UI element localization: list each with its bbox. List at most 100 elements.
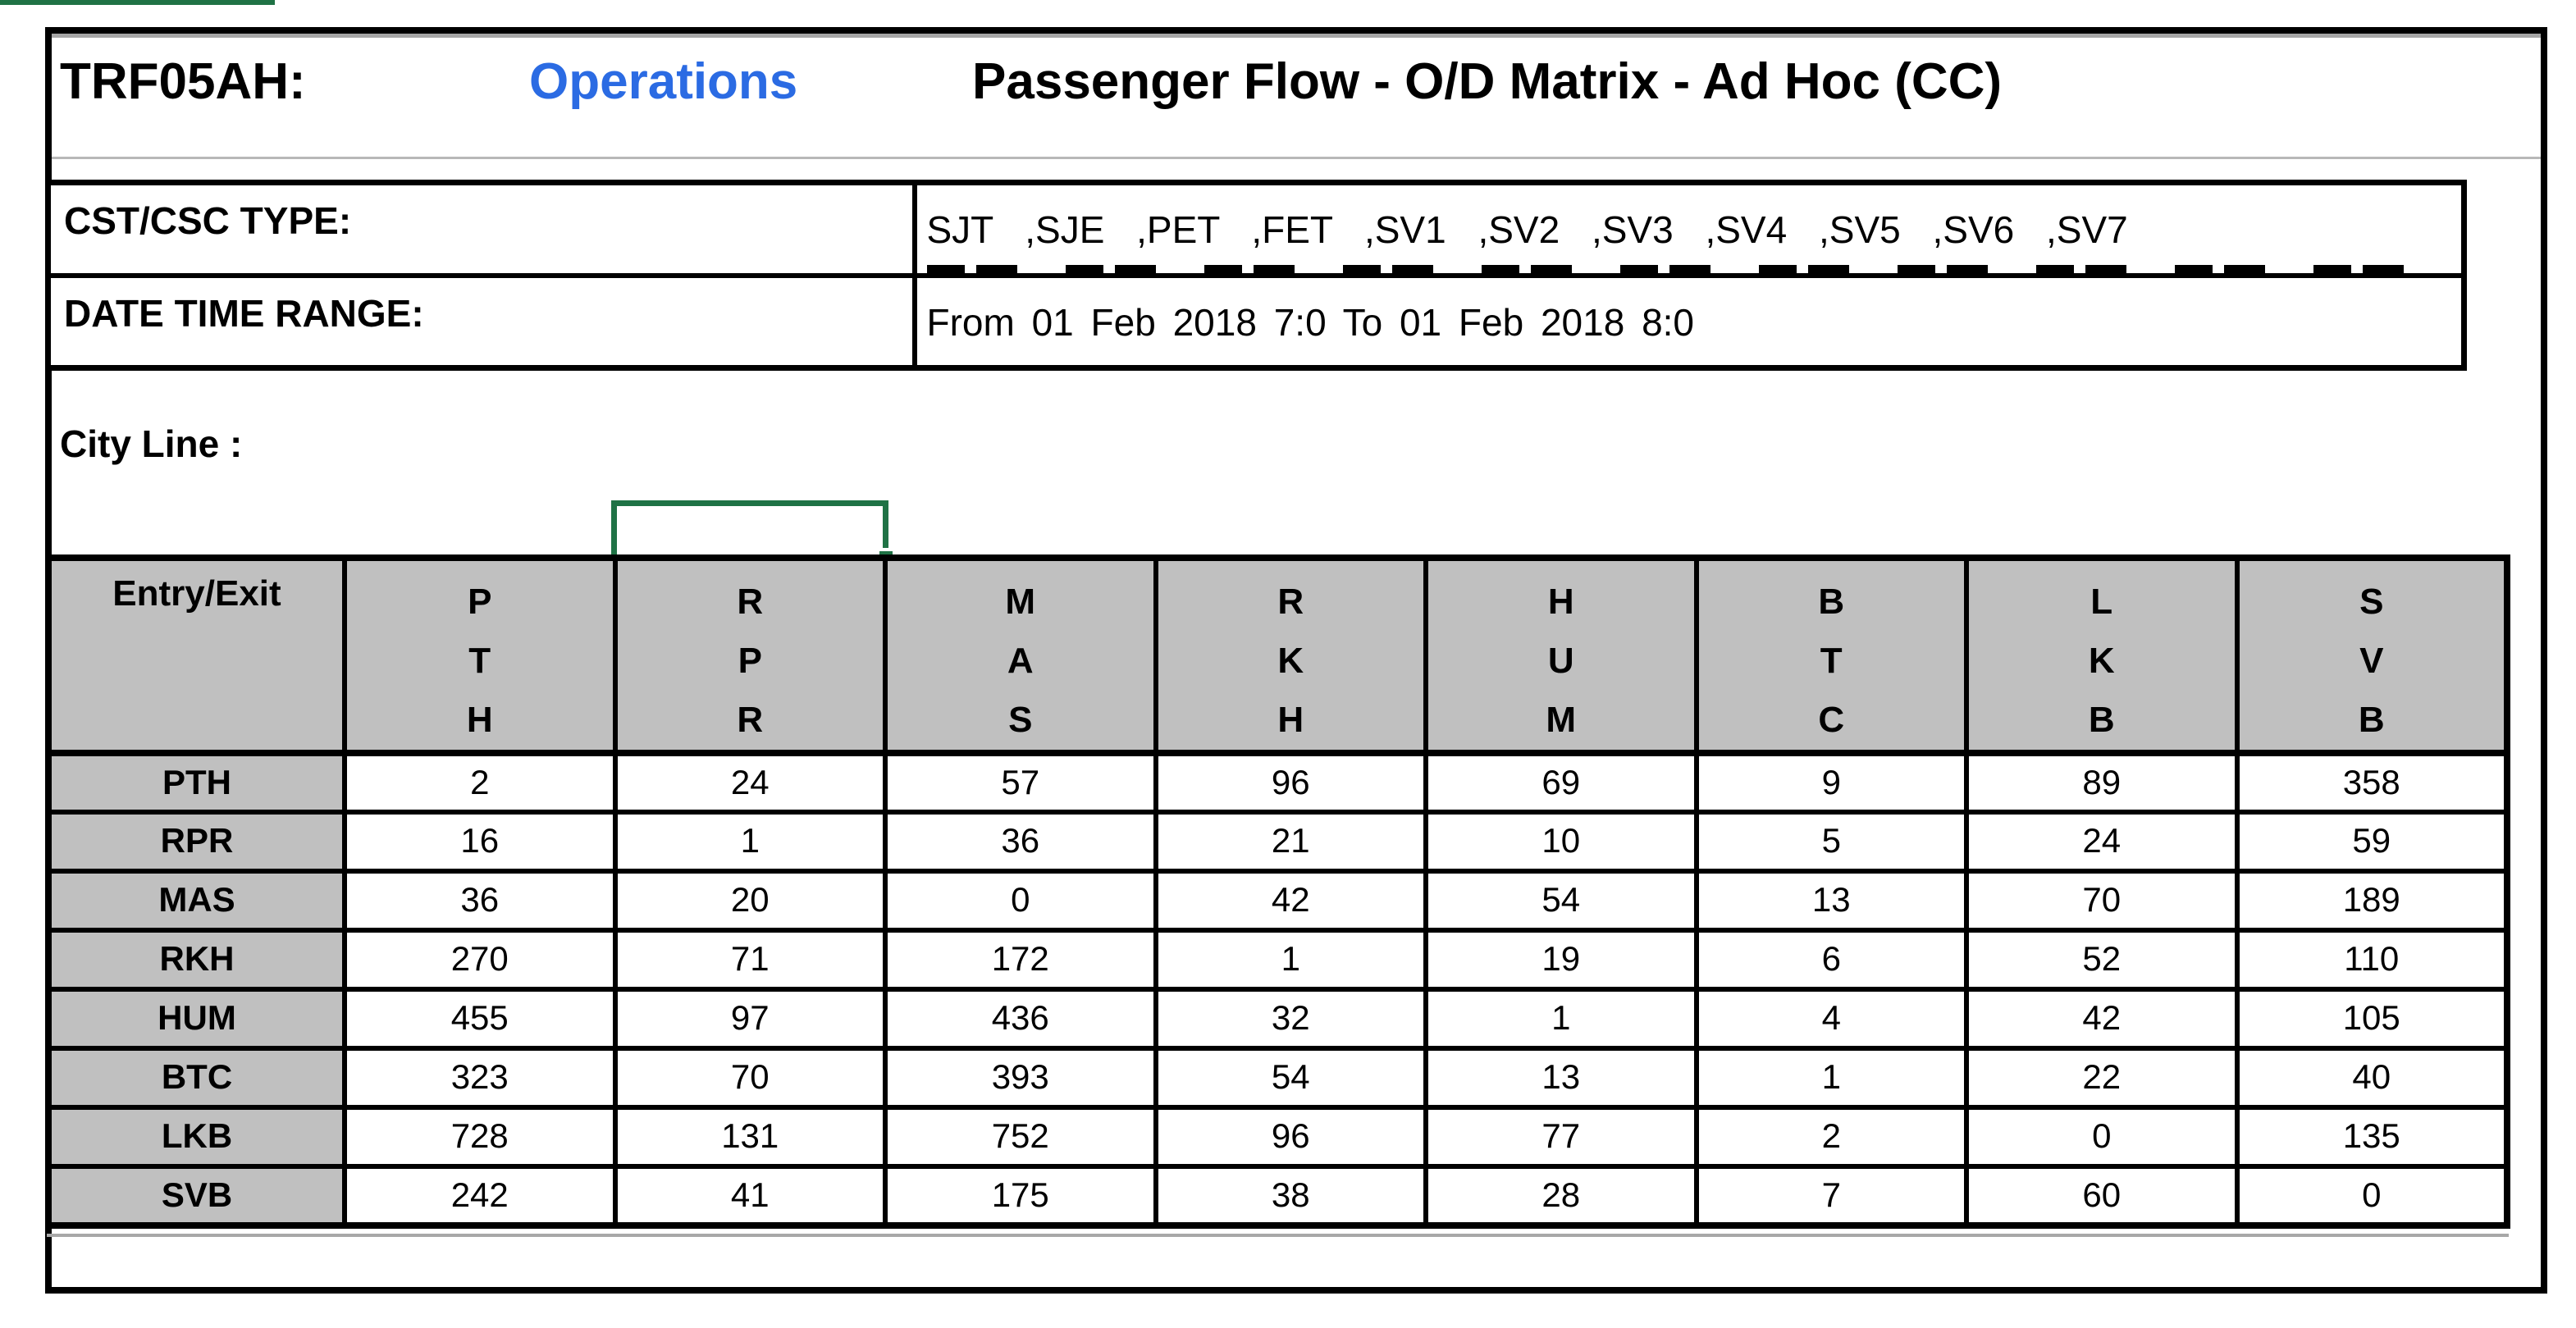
cell-lkb-btc[interactable]: 2 — [1693, 1105, 1969, 1169]
report-code: TRF05AH: — [60, 53, 306, 110]
cell-rkh-rkh[interactable]: 1 — [1153, 928, 1428, 992]
cell-mas-mas[interactable]: 0 — [883, 869, 1158, 933]
cell-mas-pth[interactable]: 36 — [342, 869, 618, 933]
cell-rkh-lkb[interactable]: 52 — [1964, 928, 2240, 992]
row-header-lkb[interactable]: LKB — [46, 1105, 347, 1169]
column-header-rkh[interactable]: R K H — [1153, 555, 1428, 756]
title-gridline — [52, 157, 2541, 159]
active-cell-selection[interactable] — [611, 500, 896, 568]
cell-lkb-pth[interactable]: 728 — [342, 1105, 618, 1169]
column-header-pth[interactable]: P T H — [342, 555, 618, 756]
date-time-range-value-cell[interactable]: From 01 Feb 2018 7:0 To 01 Feb 2018 8:0 — [911, 272, 2467, 371]
row-header-pth[interactable]: PTH — [46, 751, 347, 815]
cell-pth-btc[interactable]: 9 — [1693, 751, 1969, 815]
cst-csc-type-label-cell[interactable]: CST/CSC TYPE: — [45, 180, 917, 278]
cell-btc-mas[interactable]: 393 — [883, 1046, 1158, 1110]
cell-btc-rpr[interactable]: 70 — [612, 1046, 888, 1110]
cell-pth-rpr[interactable]: 24 — [612, 751, 888, 815]
cell-hum-svb[interactable]: 105 — [2234, 987, 2510, 1051]
cell-rkh-svb[interactable]: 110 — [2234, 928, 2510, 992]
matrix-row-lkb: LKB 728 131 752 96 77 2 0 135 — [46, 1105, 2510, 1169]
cell-rpr-svb[interactable]: 59 — [2234, 810, 2510, 874]
cell-lkb-rkh[interactable]: 96 — [1153, 1105, 1428, 1169]
cell-rkh-hum[interactable]: 19 — [1423, 928, 1699, 992]
column-header-lkb[interactable]: L K B — [1964, 555, 2240, 756]
cell-pth-lkb[interactable]: 89 — [1964, 751, 2240, 815]
cell-svb-mas[interactable]: 175 — [883, 1164, 1158, 1228]
cell-svb-rkh[interactable]: 38 — [1153, 1164, 1428, 1228]
cell-rpr-rkh[interactable]: 21 — [1153, 810, 1428, 874]
matrix-row-rkh: RKH 270 71 172 1 19 6 52 110 — [46, 928, 2510, 992]
cell-rpr-btc[interactable]: 5 — [1693, 810, 1969, 874]
cell-btc-btc[interactable]: 1 — [1693, 1046, 1969, 1110]
cell-lkb-hum[interactable]: 77 — [1423, 1105, 1699, 1169]
cell-svb-btc[interactable]: 7 — [1693, 1164, 1969, 1228]
table-bottom-shadow — [47, 1234, 2509, 1237]
cell-hum-btc[interactable]: 4 — [1693, 987, 1969, 1051]
cell-svb-svb[interactable]: 0 — [2234, 1164, 2510, 1228]
cell-lkb-mas[interactable]: 752 — [883, 1105, 1158, 1169]
cst-csc-type-value-cell[interactable]: SJT ,SJE ,PET ,FET ,SV1 ,SV2 ,SV3 ,SV4 ,… — [911, 180, 2467, 278]
row-header-rkh[interactable]: RKH — [46, 928, 347, 992]
cell-rpr-mas[interactable]: 36 — [883, 810, 1158, 874]
cell-mas-svb[interactable]: 189 — [2234, 869, 2510, 933]
cell-btc-lkb[interactable]: 22 — [1964, 1046, 2240, 1110]
column-header-mas[interactable]: M A S — [883, 555, 1158, 756]
cell-rkh-btc[interactable]: 6 — [1693, 928, 1969, 992]
column-header-svb[interactable]: S V B — [2234, 555, 2510, 756]
row-header-mas[interactable]: MAS — [46, 869, 347, 933]
cell-rpr-lkb[interactable]: 24 — [1964, 810, 2240, 874]
column-header-hum[interactable]: H U M — [1423, 555, 1699, 756]
cell-pth-pth[interactable]: 2 — [342, 751, 618, 815]
cell-pth-rkh[interactable]: 96 — [1153, 751, 1428, 815]
cst-csc-row: CST/CSC TYPE: SJT ,SJE ,PET ,FET ,SV1 ,S… — [45, 180, 2467, 278]
cell-hum-lkb[interactable]: 42 — [1964, 987, 2240, 1051]
cell-lkb-lkb[interactable]: 0 — [1964, 1105, 2240, 1169]
date-time-range-value: From 01 Feb 2018 7:0 To 01 Feb 2018 8:0 — [926, 300, 1695, 344]
cell-mas-lkb[interactable]: 70 — [1964, 869, 2240, 933]
cell-hum-rkh[interactable]: 32 — [1153, 987, 1428, 1051]
cell-pth-mas[interactable]: 57 — [883, 751, 1158, 815]
corner-header-entry-exit[interactable]: Entry/Exit — [46, 555, 347, 756]
cell-rkh-mas[interactable]: 172 — [883, 928, 1158, 992]
cell-svb-pth[interactable]: 242 — [342, 1164, 618, 1228]
row-header-hum[interactable]: HUM — [46, 987, 347, 1051]
matrix-row-pth: PTH 2 24 57 96 69 9 89 358 — [46, 751, 2510, 815]
row-header-rpr[interactable]: RPR — [46, 810, 347, 874]
cell-lkb-svb[interactable]: 135 — [2234, 1105, 2510, 1169]
cell-lkb-rpr[interactable]: 131 — [612, 1105, 888, 1169]
column-header-btc[interactable]: B T C — [1693, 555, 1969, 756]
cell-mas-rpr[interactable]: 20 — [612, 869, 888, 933]
date-time-range-label-cell[interactable]: DATE TIME RANGE: — [45, 272, 917, 371]
cell-rpr-hum[interactable]: 10 — [1423, 810, 1699, 874]
report-category: Operations — [529, 53, 798, 110]
cell-hum-mas[interactable]: 436 — [883, 987, 1158, 1051]
selected-column-marker — [0, 0, 275, 5]
row-header-btc[interactable]: BTC — [46, 1046, 347, 1110]
cell-svb-rpr[interactable]: 41 — [612, 1164, 888, 1228]
top-gridline — [52, 34, 2541, 38]
cell-pth-svb[interactable]: 358 — [2234, 751, 2510, 815]
cell-rpr-pth[interactable]: 16 — [342, 810, 618, 874]
column-header-rpr[interactable]: R P R — [612, 555, 888, 756]
cell-svb-hum[interactable]: 28 — [1423, 1164, 1699, 1228]
row-header-svb[interactable]: SVB — [46, 1164, 347, 1228]
cell-mas-hum[interactable]: 54 — [1423, 869, 1699, 933]
cell-btc-svb[interactable]: 40 — [2234, 1046, 2510, 1110]
cell-hum-hum[interactable]: 1 — [1423, 987, 1699, 1051]
cell-rkh-pth[interactable]: 270 — [342, 928, 618, 992]
cell-mas-btc[interactable]: 13 — [1693, 869, 1969, 933]
cell-btc-hum[interactable]: 13 — [1423, 1046, 1699, 1110]
cell-pth-hum[interactable]: 69 — [1423, 751, 1699, 815]
cell-btc-pth[interactable]: 323 — [342, 1046, 618, 1110]
cell-rpr-rpr[interactable]: 1 — [612, 810, 888, 874]
cell-svb-lkb[interactable]: 60 — [1964, 1164, 2240, 1228]
cell-mas-rkh[interactable]: 42 — [1153, 869, 1428, 933]
page-title: Passenger Flow - O/D Matrix - Ad Hoc (CC… — [972, 53, 2003, 110]
cell-rkh-rpr[interactable]: 71 — [612, 928, 888, 992]
cell-hum-pth[interactable]: 455 — [342, 987, 618, 1051]
cell-btc-rkh[interactable]: 54 — [1153, 1046, 1428, 1110]
cell-hum-rpr[interactable]: 97 — [612, 987, 888, 1051]
